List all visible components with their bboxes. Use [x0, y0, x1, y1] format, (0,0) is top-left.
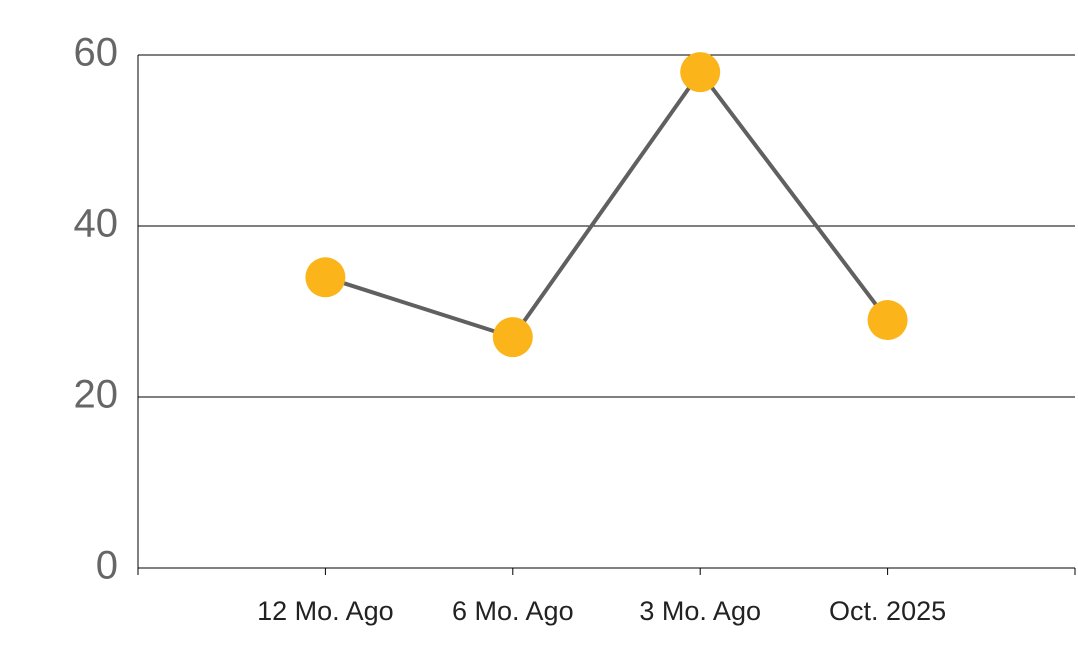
- y-tick-label: 60: [74, 31, 119, 75]
- series-line: [324, 68, 890, 340]
- point: [680, 52, 721, 93]
- point: [305, 257, 346, 298]
- x-tick-label: Oct. 2025: [829, 596, 946, 626]
- y-tick-label: 0: [96, 544, 118, 588]
- point: [492, 317, 533, 358]
- point: [867, 300, 908, 341]
- y-tick-label: 20: [74, 373, 119, 417]
- y-tick-label: 40: [74, 202, 119, 246]
- x-tick-label: 12 Mo. Ago: [257, 596, 394, 626]
- x-tick-label: 3 Mo. Ago: [639, 596, 761, 626]
- x-tick-label: 6 Mo. Ago: [452, 596, 574, 626]
